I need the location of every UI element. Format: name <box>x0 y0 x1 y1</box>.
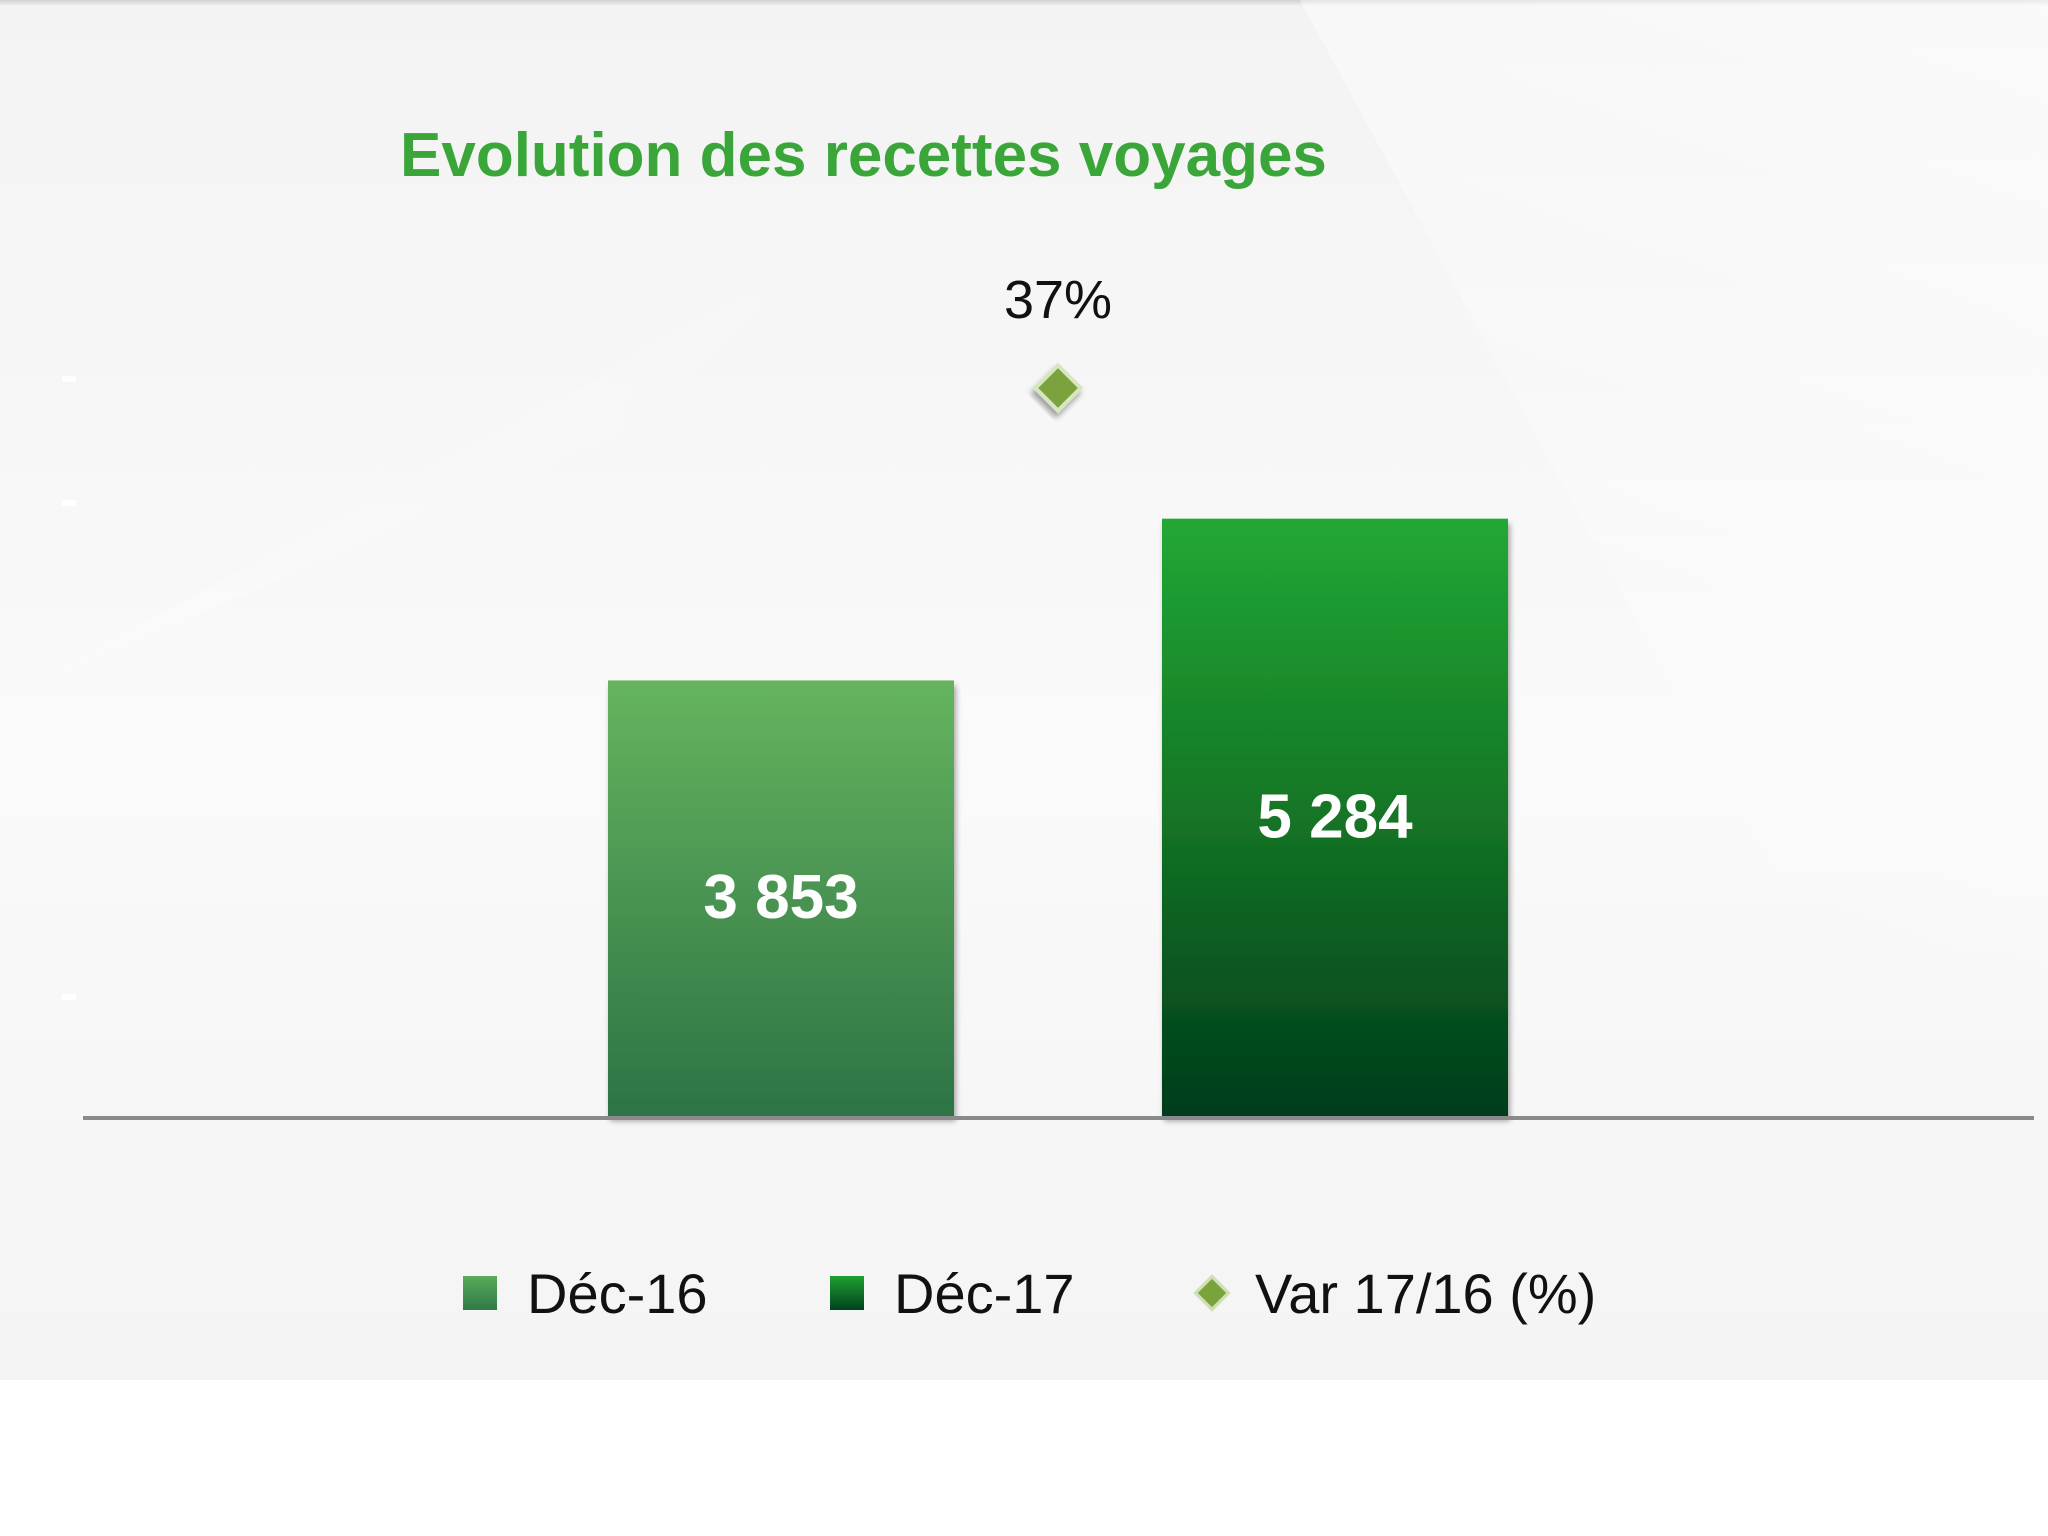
variation-marker <box>1032 362 1084 414</box>
legend-swatch-dec16 <box>463 1276 497 1310</box>
side-tick <box>62 376 76 382</box>
legend-label: Var 17/16 (%) <box>1255 1261 1597 1325</box>
bar-value-label: 5 284 <box>1257 782 1413 851</box>
bar-dec17 <box>1162 518 1508 1116</box>
diamond-icon <box>1193 1274 1231 1312</box>
side-tick <box>62 500 76 506</box>
bar-dec16 <box>608 680 954 1116</box>
variation-label: 37% <box>1004 270 1112 330</box>
legend-swatch-dec17 <box>830 1276 864 1310</box>
chart-title: Evolution des recettes voyages <box>400 121 1327 190</box>
legend-item-variation: Var 17/16 (%) <box>1193 1258 1596 1328</box>
bar-value-label: 3 853 <box>703 863 858 932</box>
legend-label: Déc-16 <box>527 1261 708 1325</box>
legend-label: Déc-17 <box>894 1261 1075 1325</box>
legend-item-dec16: Déc-16 <box>463 1258 708 1328</box>
legend-item-dec17: Déc-17 <box>830 1258 1075 1328</box>
side-tick <box>62 994 76 1000</box>
legend: Déc-16 Déc-17 Var 17/16 (%) <box>0 1258 2048 1328</box>
top-edge <box>0 0 2048 6</box>
